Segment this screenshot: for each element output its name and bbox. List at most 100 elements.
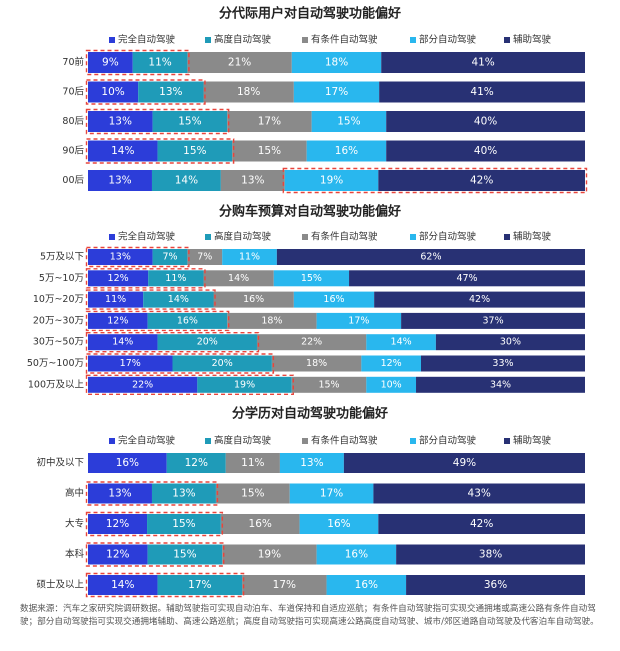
category-label-0-chart-1: 70前 — [62, 56, 84, 68]
data-label-2-row-1-chart-3: 15% — [241, 488, 264, 500]
data-label-0-row-1-chart-2: 12% — [108, 273, 129, 284]
legend-label-3-chart-1: 部分自动驾驶 — [419, 34, 477, 46]
bar-segment-2-row-3-chart-1 — [232, 140, 307, 162]
highlight-box-1-chart-3 — [85, 511, 224, 537]
bar-segment-1-row-3-chart-2 — [147, 312, 228, 329]
legend-label-1-chart-2: 高度自动驾驶 — [214, 231, 272, 243]
data-label-3-row-3-chart-2: 17% — [348, 315, 369, 326]
data-label-1-row-1-chart-2: 11% — [165, 273, 186, 284]
bar-segment-0-row-2-chart-1 — [88, 111, 153, 132]
legend-label-0-chart-1: 完全自动驾驶 — [118, 34, 176, 46]
category-label-0-chart-2: 5万及以下 — [40, 252, 84, 263]
bar-segment-4-row-6-chart-2 — [416, 376, 585, 393]
data-label-4-row-3-chart-3: 38% — [479, 549, 502, 561]
data-label-3-row-2-chart-3: 16% — [327, 518, 350, 530]
bar-segment-0-row-3-chart-2 — [88, 312, 148, 329]
data-label-4-row-4-chart-2: 30% — [500, 337, 521, 348]
data-label-3-row-2-chart-2: 16% — [323, 294, 344, 305]
category-label-3-chart-2: 20万~30万 — [33, 315, 84, 326]
bar-segment-0-row-0-chart-1 — [88, 52, 133, 73]
category-label-1-chart-1: 70后 — [62, 87, 84, 98]
bar-segment-3-row-2-chart-1 — [311, 111, 387, 132]
data-label-2-row-3-chart-3: 19% — [258, 549, 281, 561]
data-label-0-row-2-chart-1: 13% — [109, 116, 132, 128]
legend-swatch-3-chart-3 — [410, 438, 416, 444]
bar-segment-4-row-3-chart-2 — [401, 312, 585, 329]
highlight-box-4-chart-2 — [85, 332, 260, 353]
legend-label-4-chart-3: 辅助驾驶 — [513, 435, 552, 447]
data-label-4-row-2-chart-2: 42% — [469, 294, 490, 305]
data-label-2-row-0-chart-1: 21% — [228, 57, 251, 69]
bar-segment-1-row-2-chart-3 — [147, 514, 221, 534]
category-label-1-chart-2: 5万~10万 — [39, 273, 84, 284]
legend-swatch-2-chart-1 — [302, 37, 308, 43]
bar-segment-0-row-2-chart-2 — [88, 291, 144, 308]
data-label-1-row-4-chart-3: 17% — [188, 579, 211, 591]
bar-segment-1-row-4-chart-3 — [157, 575, 243, 595]
highlight-box-0-chart-2 — [85, 246, 190, 268]
legend-label-2-chart-1: 有条件自动驾驶 — [311, 34, 378, 46]
bar-segment-4-row-0-chart-2 — [276, 249, 585, 265]
bar-segment-0-row-3-chart-3 — [88, 544, 148, 565]
chart-title-1: 分代际用户对自动驾驶功能偏好 — [219, 6, 401, 22]
bar-segment-1-row-3-chart-3 — [147, 544, 223, 565]
highlight-box-0-chart-1 — [85, 49, 190, 76]
bar-segment-2-row-5-chart-2 — [271, 355, 362, 372]
data-label-0-row-0-chart-1: 9% — [102, 57, 119, 69]
bar-segment-3-row-5-chart-2 — [361, 355, 421, 372]
data-label-1-row-1-chart-1: 13% — [159, 86, 182, 98]
data-label-0-row-3-chart-1: 14% — [111, 145, 134, 157]
bar-segment-1-row-2-chart-2 — [143, 291, 214, 308]
legend-swatch-4-chart-3 — [504, 438, 510, 444]
category-label-4-chart-2: 30万~50万 — [33, 337, 84, 348]
data-label-4-row-0-chart-3: 49% — [453, 457, 476, 469]
data-label-1-row-0-chart-2: 7% — [162, 252, 177, 263]
data-label-2-row-5-chart-2: 18% — [306, 358, 327, 369]
data-label-2-row-6-chart-2: 15% — [318, 379, 339, 390]
data-label-2-row-1-chart-2: 14% — [228, 273, 249, 284]
bar-segment-2-row-0-chart-3 — [225, 453, 280, 473]
bar-segment-4-row-0-chart-3 — [343, 453, 585, 473]
data-label-0-row-5-chart-2: 17% — [120, 358, 141, 369]
bar-segment-1-row-0-chart-2 — [152, 249, 188, 265]
bar-segment-4-row-3-chart-3 — [396, 544, 585, 565]
bar-segment-0-row-4-chart-2 — [88, 334, 158, 351]
bar-segment-4-row-1-chart-3 — [373, 483, 585, 504]
data-label-0-row-3-chart-2: 12% — [107, 315, 128, 326]
data-label-3-row-5-chart-2: 12% — [381, 358, 402, 369]
data-label-4-row-1-chart-3: 43% — [468, 488, 491, 500]
bar-segment-4-row-2-chart-2 — [374, 291, 585, 308]
data-label-3-row-0-chart-3: 13% — [300, 457, 323, 469]
data-label-4-row-1-chart-2: 47% — [456, 273, 477, 284]
data-label-0-row-3-chart-3: 12% — [106, 549, 129, 561]
bar-segment-2-row-1-chart-1 — [203, 81, 294, 103]
data-label-3-row-1-chart-3: 17% — [320, 488, 343, 500]
source-footnote: 数据来源：汽车之家研究院调研数据。辅助驾驶指可实现自动泊车、车道保持和自适应巡航… — [20, 604, 599, 627]
data-label-4-row-4-chart-3: 36% — [484, 579, 507, 591]
category-label-0-chart-3: 初中及以下 — [36, 457, 84, 469]
bar-segment-4-row-3-chart-1 — [386, 140, 585, 162]
data-label-3-row-1-chart-2: 15% — [301, 273, 322, 284]
bar-segment-2-row-1-chart-2 — [203, 270, 274, 287]
bar-segment-4-row-4-chart-3 — [406, 575, 585, 595]
data-label-4-row-6-chart-2: 34% — [490, 379, 511, 390]
legend-label-2-chart-2: 有条件自动驾驶 — [311, 231, 378, 243]
data-label-4-row-3-chart-2: 37% — [482, 315, 503, 326]
data-label-0-row-4-chart-1: 13% — [108, 175, 131, 187]
bar-segment-0-row-1-chart-1 — [88, 81, 139, 103]
legend-swatch-2-chart-3 — [302, 438, 308, 444]
bar-segment-2-row-4-chart-2 — [256, 334, 367, 351]
category-label-4-chart-1: 00后 — [62, 175, 84, 186]
bar-segment-0-row-0-chart-2 — [88, 249, 153, 265]
data-label-1-row-0-chart-1: 11% — [148, 57, 171, 69]
data-label-2-row-4-chart-2: 22% — [301, 337, 322, 348]
legend-swatch-1-chart-3 — [205, 438, 211, 444]
data-label-2-row-4-chart-1: 13% — [241, 175, 264, 187]
bar-segment-1-row-0-chart-1 — [132, 52, 188, 73]
data-label-4-row-2-chart-3: 42% — [470, 518, 493, 530]
chart-title-2: 分购车预算对自动驾驶功能偏好 — [219, 204, 401, 220]
bar-segment-4-row-2-chart-3 — [378, 514, 585, 534]
data-label-0-row-4-chart-3: 14% — [111, 579, 134, 591]
bar-segment-2-row-1-chart-3 — [215, 483, 290, 504]
legend-swatch-1-chart-1 — [205, 37, 211, 43]
